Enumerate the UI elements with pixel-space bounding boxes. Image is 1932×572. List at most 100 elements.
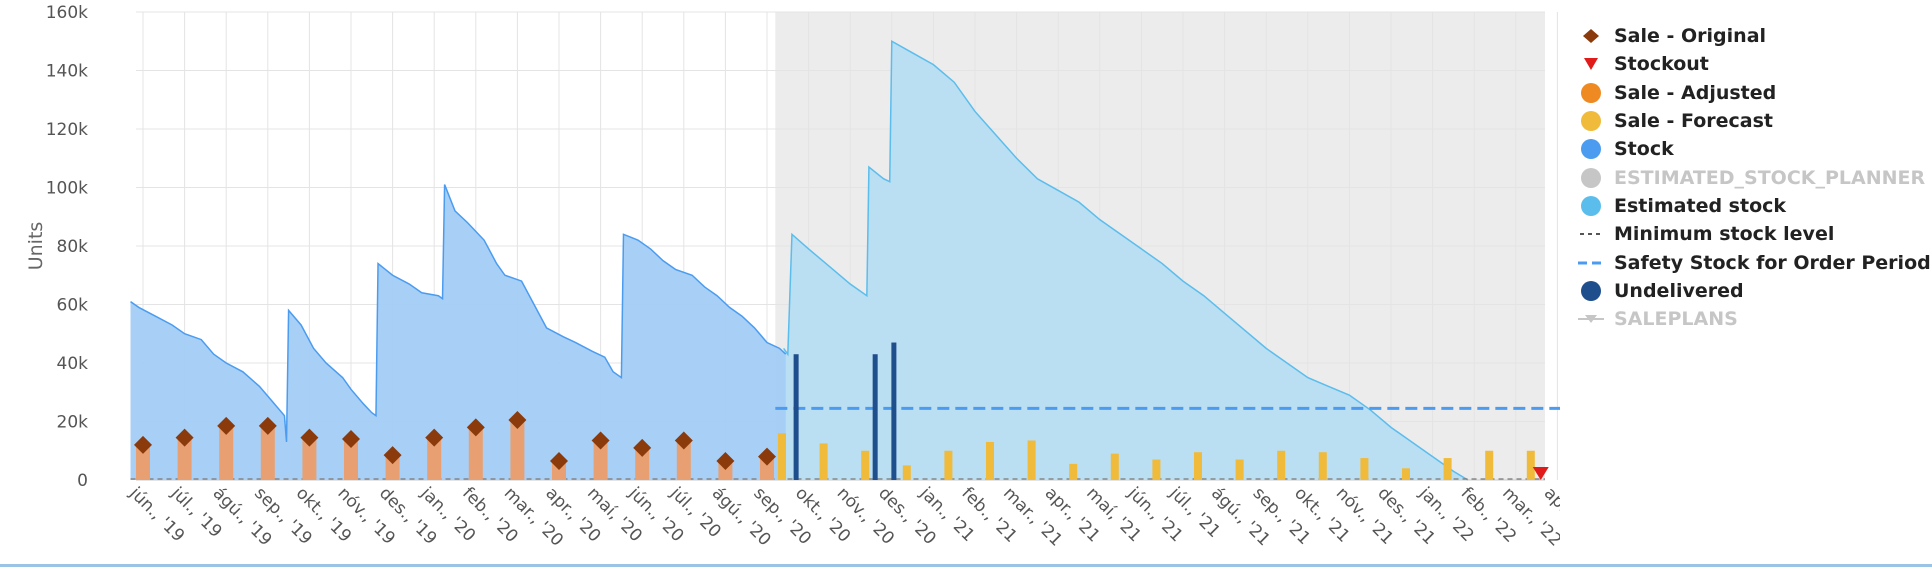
sale-original-marker (633, 438, 652, 457)
legend-label: Sale - Forecast (1614, 110, 1774, 133)
sale-adjusted-bar (676, 441, 691, 480)
legend-item[interactable]: Sale - Forecast (1578, 107, 1928, 135)
sale-forecast-bar (1443, 458, 1452, 480)
sale-adjusted-bar (136, 446, 150, 480)
legend-label: Sale - Adjusted (1614, 81, 1777, 104)
legend-label: Stock (1614, 138, 1674, 161)
diamond-icon (1578, 26, 1604, 46)
sale-forecast-bar (902, 465, 911, 480)
sale-forecast-bar (986, 441, 994, 480)
sale-original-marker (383, 446, 402, 465)
circle-icon (1578, 139, 1604, 160)
sale-forecast-bar (1402, 468, 1410, 480)
legend-item[interactable]: Stockout (1578, 50, 1928, 78)
window-bottom-border (0, 564, 1932, 567)
legend-item[interactable]: Stock (1578, 135, 1928, 163)
sale-adjusted-bar (760, 458, 774, 480)
sale-forecast-bar (1110, 453, 1119, 480)
y-tick-label: 160k (46, 3, 88, 23)
sale-original-marker (550, 451, 568, 470)
sale-adjusted-bar (468, 428, 483, 480)
sale-original-marker (175, 428, 194, 447)
sale-adjusted-bar (302, 439, 317, 480)
sale-forecast-bar (1194, 452, 1202, 480)
sale-adjusted-bar (718, 462, 733, 480)
y-tick-label: 60k (57, 296, 89, 316)
estimated-stock-area-line (783, 39, 1469, 481)
legend-item[interactable]: Minimum stock level (1578, 220, 1928, 248)
sale-forecast-bar (778, 433, 786, 480)
sale-original-marker (674, 431, 693, 450)
sale-original-marker (466, 418, 485, 437)
y-tick-label: 120k (46, 120, 88, 140)
chart-legend: Sale - Original Stockout Sale - Adjusted Sa… (1578, 22, 1931, 333)
sale-forecast-bar (1485, 450, 1494, 480)
sale-original-marker (342, 430, 360, 449)
y-tick-label: 80k (57, 237, 89, 257)
y-axis-label: Units (25, 222, 47, 271)
legend-item[interactable]: Sale - Adjusted (1578, 79, 1928, 107)
sale-original-marker (716, 451, 735, 470)
y-tick-label: 100k (46, 179, 88, 199)
legend-label: Stockout (1614, 53, 1709, 76)
sale-adjusted-bar (260, 427, 275, 480)
legend-item[interactable]: Undelivered (1578, 277, 1928, 305)
undelivered-bar (891, 342, 897, 480)
sale-adjusted-bar (552, 462, 566, 480)
legend-label: Estimated stock (1614, 194, 1787, 217)
sale-forecast-bar (1526, 450, 1535, 480)
sale-original-marker (758, 447, 776, 466)
sale-adjusted-bar (385, 456, 400, 480)
sale-forecast-bar (1027, 440, 1036, 480)
undelivered-bar (793, 354, 799, 480)
circle-icon (1578, 280, 1604, 301)
legend-item[interactable]: Safety Stock for Order Period (1578, 248, 1931, 276)
sale-forecast-bar (1069, 463, 1078, 480)
circle-icon (1578, 167, 1604, 188)
triangle-down-icon (1578, 54, 1604, 74)
legend-label: Minimum stock level (1614, 223, 1835, 246)
dash-line-icon (1578, 253, 1604, 273)
sale-original-marker (425, 428, 444, 447)
sale-forecast-bar (819, 443, 828, 480)
legend-item[interactable]: Sale - Original (1578, 22, 1928, 50)
sale-forecast-bar (1277, 450, 1286, 480)
legend-item[interactable]: SALEPLANS (1578, 305, 1928, 333)
triangle-line-icon (1578, 309, 1604, 329)
stock-area-line (130, 184, 787, 443)
sale-forecast-bar (1152, 459, 1161, 480)
sale-forecast-bar (944, 450, 953, 480)
sale-adjusted-bar (344, 440, 358, 480)
sale-forecast-bar (1360, 458, 1369, 480)
y-tick-label: 40k (57, 354, 89, 374)
circle-icon (1578, 195, 1604, 216)
stockout-marker (1532, 467, 1549, 480)
sale-original-marker (300, 428, 319, 447)
stock-chart: 0 20k 40k 60k 80k 100k 120k 140k 160k jún., '19 jú… (25, 3, 1603, 551)
sale-adjusted-bar (219, 427, 234, 480)
stock-area-fill (130, 184, 786, 480)
y-tick-label: 20k (57, 413, 89, 433)
legend-item[interactable]: ESTIMATED_STOCK_PLANNER (1578, 163, 1928, 191)
sale-forecast-bar (1235, 459, 1244, 480)
y-tick-label: 140k (46, 62, 88, 82)
sale-adjusted-bar (510, 421, 525, 480)
sale-adjusted-bar (427, 439, 442, 480)
legend-label: ESTIMATED_STOCK_PLANNER (1614, 166, 1926, 189)
legend-label: Sale - Original (1614, 25, 1767, 48)
circle-icon (1578, 111, 1604, 132)
sale-original-marker (134, 435, 152, 454)
sale-adjusted-bar (635, 449, 650, 480)
legend-label: SALEPLANS (1614, 308, 1738, 331)
sale-original-marker (217, 416, 236, 435)
legend-item[interactable]: Estimated stock (1578, 192, 1928, 220)
dash-line-icon (1578, 224, 1604, 244)
sale-forecast-bar (1318, 452, 1327, 480)
sale-original-marker (258, 416, 277, 435)
sale-original-marker (508, 411, 527, 430)
sale-adjusted-bar (593, 441, 608, 480)
undelivered-bar (872, 354, 878, 480)
legend-label: Safety Stock for Order Period (1614, 251, 1931, 274)
sale-forecast-bar (861, 450, 870, 480)
